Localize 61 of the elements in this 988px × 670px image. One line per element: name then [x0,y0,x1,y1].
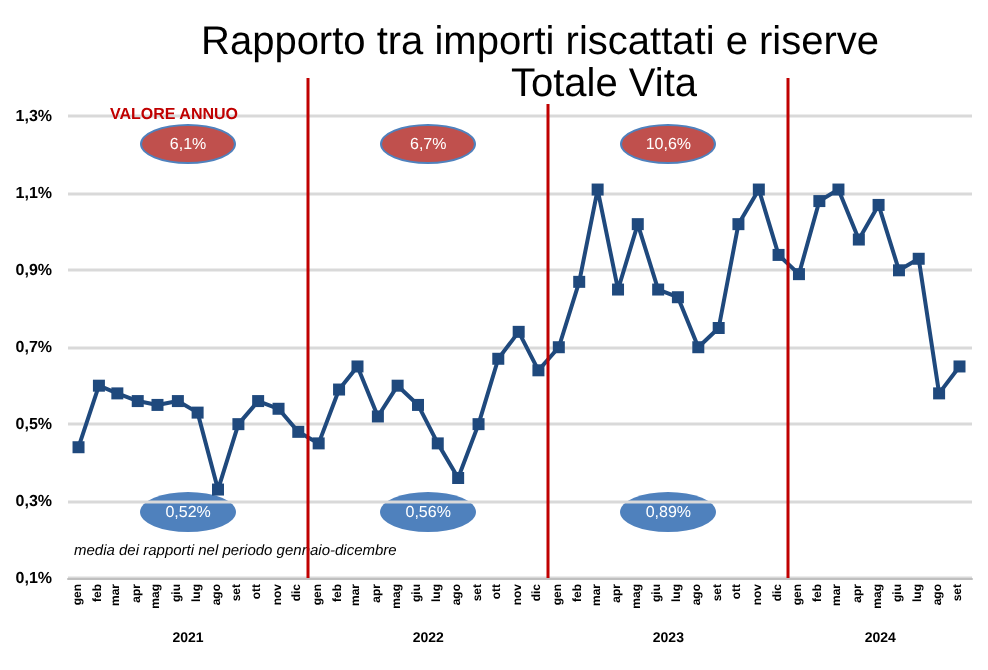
point [813,195,826,208]
point [111,387,124,400]
point [591,183,604,196]
point [312,437,325,450]
point [412,398,425,411]
point [772,248,785,261]
point [391,379,404,392]
point [72,441,85,454]
point [92,379,105,392]
y-tick-label: 0,9% [15,261,52,280]
point [492,352,505,365]
annotation: 10,6% [645,135,692,153]
y-tick-label: 0,1% [15,569,52,587]
annotation: 6,7% [409,135,447,153]
point [292,425,305,438]
y-tick-label: 0,7% [15,338,52,357]
point [912,252,925,265]
point [612,283,625,296]
point [232,418,245,431]
point [171,395,184,408]
point [552,341,565,354]
point [712,322,725,334]
point [792,268,805,281]
point [252,395,265,408]
chart-title: Rapporto tra importi riscattati e riserve [200,20,880,64]
annotation: 0,89% [645,503,692,521]
point [351,360,364,373]
y-tick-label: 0,5% [15,415,52,434]
point [512,325,525,338]
point [933,387,946,400]
point [732,218,745,231]
point [151,398,164,411]
point [212,483,225,496]
y-tick-label: 0,3% [15,492,52,511]
y-tick-label: 1,1% [15,184,52,203]
point [652,283,665,296]
point [472,418,485,431]
point [872,198,885,211]
point [532,364,545,377]
point [333,383,346,396]
point [371,410,384,423]
annotation: 6,1% [169,135,207,153]
point [131,395,144,408]
point [692,341,705,354]
point [573,275,586,288]
y-tick-label: 1,3% [15,107,52,126]
annotation: 0,52% [165,503,211,521]
point [953,360,966,373]
point [752,183,765,196]
point [671,291,684,304]
annotation: VALORE ANNUO [110,105,238,123]
point [452,472,465,484]
annotation: 0,56% [405,503,451,521]
point [272,402,285,415]
point [892,264,905,277]
point [631,218,644,231]
point [431,437,444,450]
point [191,406,204,419]
point [832,183,845,196]
point [852,233,865,246]
chart-subtitle: Totale Vita [510,62,699,106]
